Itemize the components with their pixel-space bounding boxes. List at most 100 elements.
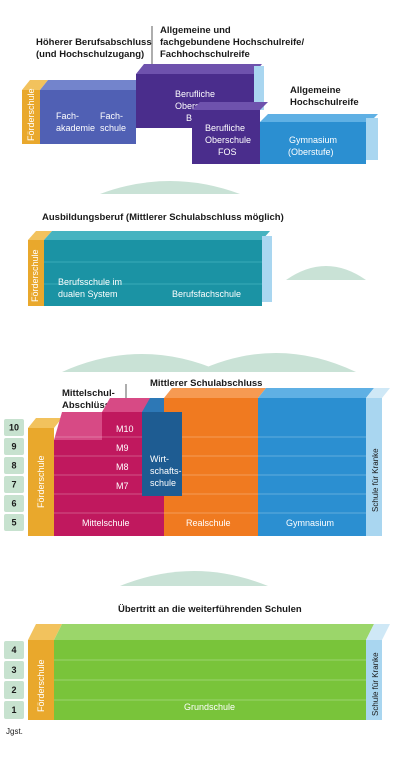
header-mittelschul-2: Abschlüsse (62, 400, 115, 411)
grade-label-9: 9 (11, 442, 16, 452)
m-level-m10: M10 (116, 424, 134, 434)
low-foerderschule-block (28, 428, 54, 536)
low-gymnasium-top (258, 388, 374, 398)
grundschule-label: Grundschule (184, 702, 235, 712)
top-gymnasium-label-2: (Oberstufe) (288, 147, 334, 157)
grade-box-9 (4, 438, 24, 455)
header-mittelschul-1: Mittelschul- (62, 388, 115, 399)
section-higher-education: Höherer Berufsabschluss (und Hochschulzu… (22, 25, 378, 164)
fos-label-1: Berufliche (205, 123, 245, 133)
hill-4 (196, 353, 356, 372)
primary-grade-box-1 (4, 701, 24, 719)
fachakademie-label-1: Fach- (56, 111, 79, 121)
berufsschule-label-2: dualen System (58, 289, 118, 299)
mid-foerderschule-block (28, 240, 44, 306)
grundschule-top (54, 624, 374, 640)
fachakademie-label-2: akademie (56, 123, 95, 133)
top-gymnasium-top (260, 114, 378, 122)
header-hoeherer-berufsabschluss-1: Höherer Berufsabschluss (36, 37, 152, 48)
hill-5 (120, 571, 268, 586)
lower-grade-lines (54, 436, 366, 514)
wirtschaftsschule-face (142, 412, 182, 496)
grade-box-10 (4, 419, 24, 436)
top-fach-block (40, 90, 136, 144)
bos-label-1: Berufliche (175, 89, 215, 99)
low-kranke-label: Schule für Kranke (371, 448, 380, 512)
bot-kranke-block (366, 640, 382, 720)
primary-grade-box-3 (4, 661, 24, 679)
realschule-label: Realschule (186, 518, 231, 528)
m-level-m7: M7 (116, 481, 129, 491)
hill-1 (100, 181, 240, 194)
grade-box-8 (4, 457, 24, 474)
bot-kranke-label: Schule für Kranke (371, 652, 380, 716)
low-gymnasium-block (258, 398, 366, 536)
m-level-m9: M9 (116, 443, 129, 453)
primary-grade-box-2 (4, 681, 24, 699)
grade-label-10: 10 (9, 423, 19, 433)
primary-grade-label-2: 2 (11, 685, 16, 695)
header-hoeherer-berufsabschluss-2: (und Hochschulzugang) (36, 49, 144, 60)
mid-side (262, 236, 272, 302)
wirtschaftsschule-label-2: schafts- (150, 466, 182, 476)
grade-box-6 (4, 495, 24, 512)
primary-grade-label-3: 3 (11, 665, 16, 675)
bottom-grade-lines (54, 659, 366, 701)
m-level-m8: M8 (116, 462, 129, 472)
bot-foerderschule-top (28, 624, 62, 640)
fos-top (192, 102, 268, 110)
header-uebertritt: Übertritt an die weiterführenden Schulen (118, 604, 302, 615)
bot-foerderschule-block (28, 640, 54, 720)
top-gymnasium-label-1: Gymnasium (289, 135, 337, 145)
fos-label-3: FOS (218, 147, 237, 157)
wirtschaftsschule-label-1: Wirt- (150, 454, 169, 464)
bot-foerderschule-label: Förderschule (36, 659, 46, 712)
header-hochschulreife-3: Fachhochschulreife (160, 49, 250, 60)
top-fach-top (40, 80, 144, 90)
mid-teal-top (44, 231, 270, 240)
grade-label-6: 6 (11, 499, 16, 509)
primary-grade-label-4: 4 (11, 645, 16, 655)
header-allgemeine-hochschulreife-2: Hochschulreife (290, 97, 359, 108)
low-foerderschule-top (28, 418, 62, 428)
fachschule-label-2: schule (100, 123, 126, 133)
header-mittlerer-schulabschluss: Mittlerer Schulabschluss (150, 378, 262, 389)
grundschule-block (54, 640, 366, 720)
section-lower-secondary: Mittelschul- Abschlüsse Mittlerer Schula… (4, 378, 390, 536)
top-foerderschule-block (22, 90, 40, 144)
fos-label-2: Oberschule (205, 135, 251, 145)
grade-box-5 (4, 514, 24, 531)
mittelschule-upper (102, 412, 150, 440)
bos-top (136, 64, 262, 74)
fachschule-label-1: Fach- (100, 111, 123, 121)
grade-label-5: 5 (11, 518, 16, 528)
bottom-grade-column: 4 3 2 1 (4, 641, 24, 719)
low-gymnasium-label: Gymnasium (286, 518, 334, 528)
lower-grade-column: 10 9 8 7 6 5 (4, 419, 24, 531)
jgst-label: Jgst. (6, 727, 23, 736)
mid-teal-block (44, 240, 262, 306)
header-allgemeine-hochschulreife-1: Allgemeine (290, 85, 341, 96)
primary-grade-box-4 (4, 641, 24, 659)
section-vocational: Ausbildungsberuf (Mittlerer Schulabschlu… (28, 212, 284, 306)
section-primary: Übertritt an die weiterführenden Schulen… (4, 604, 390, 736)
bot-kranke-top (366, 624, 390, 640)
grade-label-8: 8 (11, 461, 16, 471)
primary-grade-label-1: 1 (11, 705, 16, 715)
grade-label-7: 7 (11, 480, 16, 490)
low-kranke-top (366, 388, 390, 398)
mittelschule-label: Mittelschule (82, 518, 130, 528)
header-hochschulreife-2: fachgebundene Hochschulreife/ (160, 37, 304, 48)
low-foerderschule-label: Förderschule (36, 455, 46, 508)
top-foerderschule-label: Förderschule (26, 88, 36, 141)
realschule-top (164, 388, 266, 398)
top-gymnasium-block (260, 122, 366, 164)
fos-block (192, 110, 260, 164)
mittelschule-top-step (102, 398, 156, 412)
hill-2 (286, 266, 366, 280)
m-level-labels: M10 M9 M8 M7 (116, 424, 134, 491)
top-foerderschule-top (22, 80, 48, 90)
bos-side (254, 66, 264, 110)
